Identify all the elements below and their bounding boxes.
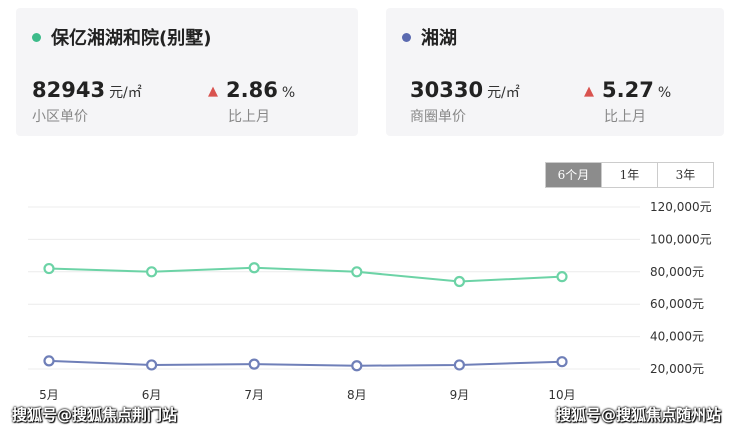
data-point xyxy=(351,360,363,372)
district-title: 湘湖 xyxy=(402,24,457,50)
y-tick-label: 20,000元 xyxy=(650,362,704,376)
range-6-months-button[interactable]: 6个月 xyxy=(546,163,601,187)
x-tick-label: 8月 xyxy=(347,388,367,402)
district-name: 湘湖 xyxy=(421,28,457,49)
district-price-unit: 元/㎡ xyxy=(487,85,520,101)
x-tick-label: 10月 xyxy=(548,388,575,402)
x-tick-label: 5月 xyxy=(39,388,59,402)
series-line xyxy=(48,266,563,283)
district-price: 30330 元/㎡ xyxy=(410,78,520,102)
community-price: 82943 元/㎡ xyxy=(32,78,142,102)
x-tick-label: 6月 xyxy=(142,388,162,402)
district-change-value: 5.27 xyxy=(602,78,654,102)
data-point xyxy=(248,358,260,370)
data-point xyxy=(146,266,158,278)
data-point xyxy=(556,271,568,283)
data-point xyxy=(248,262,260,274)
y-tick-label: 60,000元 xyxy=(650,297,704,311)
community-name: 保亿湘湖和院(别墅) xyxy=(51,28,212,49)
community-price-label: 小区单价 xyxy=(32,109,88,125)
up-triangle-icon: ▲ xyxy=(584,84,594,99)
x-tick-label: 9月 xyxy=(450,388,470,402)
watermark-right: 搜狐号@搜狐焦点随州站 xyxy=(556,406,722,424)
price-trend-chart: 120,000元 100,000元 80,000元 60,000元 40,000元 20,… xyxy=(28,200,712,402)
community-change-unit: % xyxy=(281,85,296,101)
y-tick-label: 40,000元 xyxy=(650,330,704,344)
community-price-unit: 元/㎡ xyxy=(109,85,142,101)
community-change-value: 2.86 xyxy=(226,78,278,102)
community-change: ▲ 2.86% xyxy=(208,78,295,102)
data-point xyxy=(453,275,465,288)
data-point xyxy=(351,266,363,278)
district-price-label: 商圈单价 xyxy=(410,109,466,125)
district-dot-icon xyxy=(402,32,411,42)
data-point xyxy=(556,356,568,368)
district-change: ▲ 5.27% xyxy=(584,78,671,102)
range-selector: 6个月 1年 3年 xyxy=(545,162,714,188)
district-change-unit: % xyxy=(657,85,672,101)
watermark-left: 搜狐号@搜狐焦点荆门站 xyxy=(12,406,178,424)
data-point xyxy=(43,355,55,367)
data-point xyxy=(146,359,158,371)
range-1-year-button[interactable]: 1年 xyxy=(601,163,657,187)
y-tick-label: 100,000元 xyxy=(650,232,712,246)
district-price-value: 30330 xyxy=(410,78,484,102)
community-change-label: 比上月 xyxy=(228,109,270,125)
community-price-card: 保亿湘湖和院(别墅) 82943 元/㎡ 小区单价 ▲ 2.86% 比上月 xyxy=(16,8,358,136)
community-dot-icon xyxy=(32,32,41,42)
district-change-label: 比上月 xyxy=(604,109,646,125)
district-price-card: 湘湖 30330 元/㎡ 商圈单价 ▲ 5.27% 比上月 xyxy=(386,8,724,136)
x-tick-label: 7月 xyxy=(244,388,264,402)
up-triangle-icon: ▲ xyxy=(208,84,218,99)
data-point xyxy=(453,359,465,371)
data-point xyxy=(43,262,55,275)
range-3-years-button[interactable]: 3年 xyxy=(657,163,713,187)
community-price-value: 82943 xyxy=(32,78,106,102)
y-tick-label: 80,000元 xyxy=(650,265,704,279)
community-title: 保亿湘湖和院(别墅) xyxy=(32,24,211,50)
series-line xyxy=(48,359,563,367)
y-tick-label: 120,000元 xyxy=(650,200,712,214)
